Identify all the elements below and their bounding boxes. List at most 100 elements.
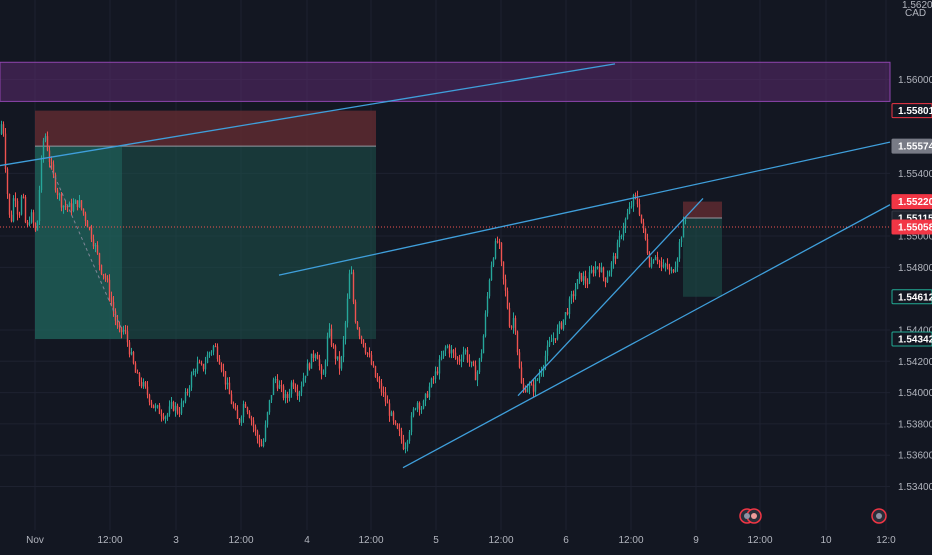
candle-up xyxy=(594,266,597,274)
candle-up xyxy=(526,388,529,392)
trendline[interactable] xyxy=(278,141,891,276)
candle-down xyxy=(146,386,149,395)
candle-up xyxy=(322,373,325,375)
trendline[interactable] xyxy=(0,63,616,167)
candle-up xyxy=(620,236,623,238)
candle-down xyxy=(454,352,457,358)
candle-down xyxy=(186,391,189,393)
candle-up xyxy=(156,405,159,407)
candle-up xyxy=(652,259,655,264)
candle-down xyxy=(532,384,535,392)
candle-down xyxy=(50,162,53,165)
candle-down xyxy=(26,222,29,225)
candle-up xyxy=(350,272,353,274)
candle-up xyxy=(324,361,327,374)
candle-down xyxy=(514,318,517,332)
candle-down xyxy=(452,349,455,353)
candle-up xyxy=(122,329,125,333)
zone-stop xyxy=(683,201,722,219)
candle-up xyxy=(676,258,679,268)
candle-down xyxy=(32,212,35,224)
trendline[interactable] xyxy=(517,198,704,397)
candle-up xyxy=(442,350,445,357)
drawing-lines[interactable] xyxy=(0,63,891,469)
price-tag[interactable]: 1.55801 xyxy=(891,103,932,119)
event-marker[interactable] xyxy=(739,508,762,524)
candle-down xyxy=(506,290,509,309)
price-tick-label: 1.54400 xyxy=(898,325,932,336)
candle-up xyxy=(130,351,133,355)
candle-up xyxy=(36,220,39,231)
candles xyxy=(0,120,687,454)
price-tick-label: 1.53600 xyxy=(898,451,932,462)
price-tick-label: 1.53800 xyxy=(898,419,932,430)
price-tick-label: 1.55000 xyxy=(898,232,932,243)
event-marker[interactable] xyxy=(871,508,887,524)
candle-down xyxy=(214,346,217,348)
candle-up xyxy=(420,408,423,410)
price-tag-label: 1.55801 xyxy=(898,106,932,117)
candle-down xyxy=(116,320,119,326)
price-tag[interactable]: 1.54612 xyxy=(891,289,932,305)
price-tag[interactable]: 1.54342 xyxy=(891,331,932,347)
price-tag[interactable]: 1.55058 xyxy=(891,219,932,235)
candle-up xyxy=(470,361,473,363)
candle-up xyxy=(430,378,433,387)
candle-down xyxy=(394,420,397,425)
candle-down xyxy=(18,214,21,216)
candle-up xyxy=(0,124,3,135)
candle-down xyxy=(260,444,263,446)
candle-up xyxy=(62,205,65,208)
candle-up xyxy=(608,271,611,277)
time-tick-label: 4 xyxy=(304,535,310,546)
candle-up xyxy=(450,349,453,354)
candle-down xyxy=(2,124,5,134)
candle-down xyxy=(640,214,643,223)
time-axis[interactable]: Nov 12:00 3 12:00 4 12:00 5 12:00 6 12:00 9 12:00 10… xyxy=(0,530,932,550)
candle-up xyxy=(478,358,481,373)
candle-down xyxy=(320,366,323,374)
price-tag[interactable]: 1.55220 xyxy=(891,194,932,210)
candle-down xyxy=(318,359,321,367)
time-tick-label: 12:0 xyxy=(876,535,896,546)
candle-up xyxy=(678,242,681,259)
price-tag[interactable]: 1.55574 xyxy=(891,138,932,154)
price-tick-label: 1.54200 xyxy=(898,357,932,368)
candle-up xyxy=(42,140,45,158)
candle-up xyxy=(588,272,591,284)
candle-down xyxy=(376,377,379,381)
candle-down xyxy=(244,403,247,408)
candle-up xyxy=(486,296,489,314)
candle-up xyxy=(72,203,75,211)
candle-up xyxy=(674,267,677,272)
trendline[interactable] xyxy=(402,204,891,469)
price-axis[interactable]: 1.56200 CAD 1.56000 1.55400 1.55000 1.54800… xyxy=(891,0,932,530)
candle-up xyxy=(544,355,547,367)
candle-up xyxy=(182,401,185,403)
candle-up xyxy=(264,424,267,441)
candle-down xyxy=(530,384,533,386)
candle-down xyxy=(102,274,105,276)
candle-up xyxy=(288,393,291,398)
price-tag-bg xyxy=(891,331,932,347)
candle-down xyxy=(338,356,341,369)
candle-down xyxy=(66,206,69,208)
candle-down xyxy=(108,279,111,298)
price-tick-label: 1.54000 xyxy=(898,388,932,399)
candle-down xyxy=(230,394,233,404)
event-markers[interactable] xyxy=(739,508,887,524)
candle-down xyxy=(16,201,19,215)
candle-down xyxy=(120,327,123,333)
candle-down xyxy=(84,213,87,221)
candle-down xyxy=(160,413,163,417)
candle-down xyxy=(474,365,477,381)
candle-up xyxy=(562,319,565,329)
candle-down xyxy=(426,393,429,398)
candle-up xyxy=(552,338,555,341)
candle-down xyxy=(510,326,513,328)
candle-down xyxy=(56,190,59,195)
time-tick-label: Nov xyxy=(26,535,44,546)
candle-down xyxy=(252,420,255,427)
